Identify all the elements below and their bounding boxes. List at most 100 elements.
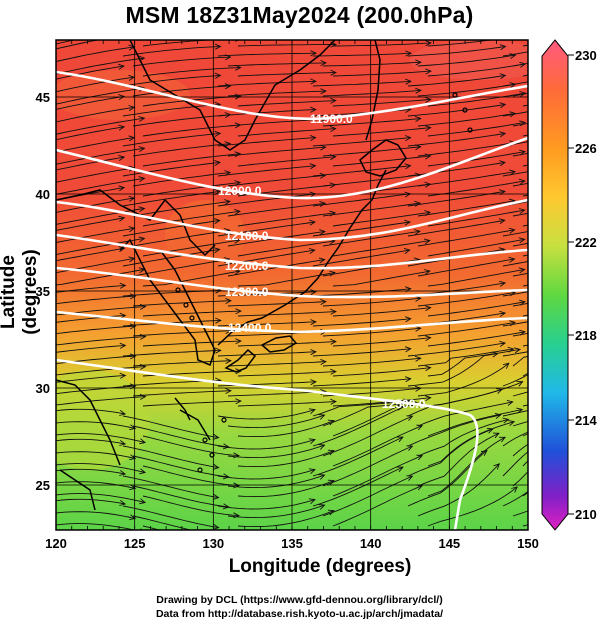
streamline	[407, 388, 503, 417]
streamline-arrow	[310, 106, 317, 113]
streamline-arrow	[320, 358, 327, 365]
island	[209, 452, 215, 458]
streamline-arrow	[404, 219, 412, 226]
streamline	[132, 114, 231, 127]
coastline-segment	[224, 348, 257, 373]
streamline-arrow	[139, 438, 147, 445]
streamline	[512, 356, 528, 367]
streamline-arrow	[319, 229, 326, 236]
streamline-arrow	[424, 96, 432, 103]
streamline	[427, 268, 525, 287]
streamline	[407, 161, 506, 177]
streamline	[56, 344, 126, 353]
streamline-arrow	[213, 218, 221, 225]
x-tick-label: 150	[517, 536, 539, 551]
streamline	[322, 174, 421, 187]
streamline	[417, 348, 514, 367]
colorbar-tick-label: 214	[575, 413, 597, 428]
streamline	[56, 95, 125, 110]
streamline-arrow	[129, 454, 137, 461]
x-tick-label: 125	[124, 536, 146, 551]
streamline	[407, 103, 506, 117]
streamline	[322, 402, 417, 427]
streamline-arrow	[138, 85, 146, 92]
streamline-arrow	[416, 454, 424, 461]
streamline-arrow	[308, 498, 316, 505]
streamline	[407, 342, 506, 357]
streamline	[56, 268, 145, 286]
streamline	[312, 193, 411, 207]
streamline	[122, 103, 221, 117]
streamline	[417, 171, 515, 187]
island	[183, 302, 189, 308]
y-tick-label: 30	[36, 381, 50, 396]
streamline	[322, 327, 421, 337]
streamline	[312, 318, 411, 327]
streamline	[427, 421, 515, 467]
streamline-arrow	[330, 398, 337, 405]
streamline-arrow	[320, 88, 327, 95]
streamline-arrow	[318, 414, 326, 420]
streamline	[217, 109, 316, 117]
streamline-arrow	[403, 247, 411, 254]
streamline	[132, 485, 229, 508]
streamline	[407, 132, 506, 147]
streamline	[56, 46, 135, 63]
streamline-arrow	[129, 323, 137, 330]
streamline-arrow	[509, 169, 516, 176]
streamline-arrow	[118, 34, 124, 39]
streamline	[502, 231, 528, 237]
streamline-arrow	[118, 94, 126, 101]
streamline-arrow	[593, 95, 599, 100]
streamline	[237, 341, 336, 347]
streamline	[122, 248, 220, 267]
streamline	[312, 378, 411, 387]
streamline-arrow	[212, 433, 220, 440]
streamline	[56, 295, 136, 305]
streamline-arrow	[585, 428, 591, 433]
streamline	[142, 153, 241, 167]
streamline-arrow	[118, 185, 126, 192]
streamline-arrow	[319, 144, 327, 151]
streamline	[332, 337, 431, 347]
coastline-segment	[119, 238, 216, 367]
streamline	[332, 42, 431, 47]
streamline	[122, 349, 221, 357]
streamline	[332, 270, 430, 287]
streamline-arrow	[518, 178, 526, 185]
streamline	[227, 202, 326, 217]
streamline	[217, 137, 316, 147]
streamline	[312, 406, 404, 447]
streamline-arrow	[509, 320, 516, 327]
streamline	[122, 505, 219, 529]
streamline-arrow	[233, 543, 239, 548]
streamline	[56, 468, 126, 475]
streamline	[332, 485, 423, 527]
streamline	[56, 463, 146, 473]
streamline	[407, 219, 505, 237]
height-contour	[56, 310, 528, 334]
streamline-arrow	[330, 368, 337, 375]
streamline-arrow	[404, 346, 412, 353]
streamline	[322, 297, 421, 307]
streamline	[56, 147, 145, 165]
island	[462, 107, 468, 113]
coastline-segment	[129, 40, 336, 151]
streamline	[132, 143, 231, 157]
streamline-arrow	[327, 419, 335, 426]
streamline-arrow	[319, 172, 327, 179]
streamline-arrow	[224, 170, 232, 177]
streamline	[407, 45, 506, 57]
streamline	[237, 371, 336, 377]
streamline-arrow	[233, 512, 240, 519]
streamline-arrow	[310, 379, 317, 386]
streamline-arrow	[129, 424, 137, 431]
streamline-arrow	[424, 125, 432, 132]
streamline	[56, 374, 126, 383]
streamline-arrow	[139, 393, 147, 400]
streamline	[122, 219, 220, 237]
streamline	[427, 301, 525, 317]
streamline	[237, 311, 336, 317]
streamline-arrow	[128, 105, 136, 112]
streamline	[417, 112, 516, 127]
